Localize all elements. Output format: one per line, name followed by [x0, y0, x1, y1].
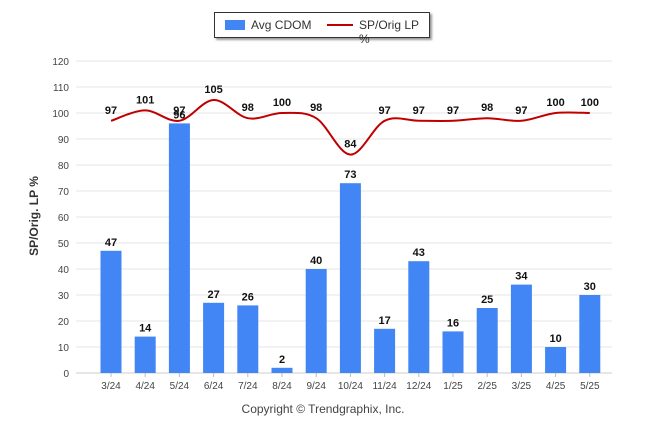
x-tick-label: 5/25 — [580, 381, 600, 392]
y-tick-label: 10 — [58, 343, 70, 354]
bar-value-label: 73 — [344, 169, 356, 181]
bar — [442, 331, 464, 373]
line-value-label: 97 — [413, 105, 425, 117]
line-value-label: 98 — [310, 102, 322, 114]
bar — [476, 308, 498, 373]
bar-data-labels: 47 14 96 27 26 2 40 73 17 43 16 25 34 10 30 — [105, 109, 596, 365]
bar-value-label: 10 — [549, 333, 561, 345]
bar — [510, 284, 532, 373]
copyright-text: Copyright © Trendgraphix, Inc. — [241, 402, 405, 416]
bar-value-label: 47 — [105, 237, 117, 249]
legend-item-bar-series[interactable]: Avg CDOM — [251, 18, 312, 32]
bar — [374, 328, 396, 373]
bar-value-label: 14 — [139, 323, 152, 335]
bar-value-label: 40 — [310, 255, 322, 267]
bar — [271, 367, 293, 373]
x-tick-label: 8/24 — [272, 381, 292, 392]
bar — [305, 269, 327, 373]
line-value-label: 97 — [515, 105, 527, 117]
bar — [339, 183, 361, 373]
bar-value-label: 26 — [242, 291, 254, 303]
line-value-label: 98 — [242, 102, 254, 114]
y-tick-label: 120 — [52, 57, 69, 68]
y-tick-label: 80 — [58, 161, 70, 172]
x-tick-label: 12/24 — [406, 381, 431, 392]
line-value-label: 100 — [581, 97, 599, 109]
bar-value-label: 25 — [481, 294, 493, 306]
y-tick-label: 0 — [63, 369, 69, 380]
bar — [100, 250, 122, 373]
x-tick-label: 3/24 — [101, 381, 121, 392]
y-tick-label: 20 — [58, 317, 70, 328]
line-value-label: 100 — [273, 97, 291, 109]
legend[interactable]: Avg CDOM SP/Orig LP % — [214, 12, 430, 46]
line-value-label: 97 — [173, 105, 185, 117]
bar — [237, 305, 259, 373]
bar-value-label: 17 — [378, 315, 390, 327]
y-tick-label: 50 — [58, 239, 70, 250]
line-value-label: 97 — [378, 105, 390, 117]
y-tick-label: 30 — [58, 291, 70, 302]
bar — [408, 261, 430, 373]
x-tick-label: 6/24 — [204, 381, 224, 392]
x-tick-label: 4/24 — [135, 381, 155, 392]
bar-series — [100, 123, 601, 374]
x-tick-label: 1/25 — [443, 381, 463, 392]
y-tick-label: 90 — [58, 135, 70, 146]
x-tick-label: 10/24 — [338, 381, 363, 392]
bar-value-label: 2 — [279, 354, 285, 366]
line-value-label: 105 — [204, 84, 222, 96]
bar — [134, 336, 156, 373]
legend-line-swatch — [327, 24, 353, 26]
line-value-label: 100 — [546, 97, 564, 109]
x-tick-label: 7/24 — [238, 381, 258, 392]
x-axis-ticks: 3/24 4/24 5/24 6/24 7/24 8/24 9/24 10/24 11/24 12… — [101, 373, 600, 392]
bar-value-label: 96 — [173, 109, 185, 121]
line-value-label: 84 — [344, 139, 357, 151]
y-tick-label: 100 — [52, 109, 69, 120]
x-tick-label: 3/25 — [512, 381, 532, 392]
bar — [579, 295, 601, 373]
x-tick-label: 5/24 — [170, 381, 190, 392]
bar-value-label: 34 — [515, 271, 528, 283]
y-tick-label: 110 — [53, 83, 69, 94]
line-value-label: 97 — [105, 105, 117, 117]
bar-value-label: 16 — [447, 317, 459, 329]
bar-value-label: 43 — [413, 247, 425, 259]
legend-bar-swatch — [225, 20, 245, 30]
y-axis-title: SP/Orig. LP % — [27, 176, 41, 256]
y-tick-label: 60 — [58, 213, 70, 224]
legend-item-line-series[interactable]: SP/Orig LP % — [359, 18, 419, 46]
line-value-label: 98 — [481, 102, 493, 114]
bar — [203, 302, 225, 373]
x-tick-label: 11/24 — [372, 381, 397, 392]
line-value-label: 101 — [136, 94, 154, 106]
line-data-labels: 97 101 97 105 98 100 98 84 97 97 97 98 97 100 100 — [105, 84, 599, 151]
x-tick-label: 4/25 — [546, 381, 566, 392]
x-tick-label: 2/25 — [477, 381, 497, 392]
line-series-path — [110, 98, 590, 156]
y-tick-label: 40 — [58, 265, 70, 276]
y-tick-label: 70 — [58, 187, 70, 198]
x-tick-label: 9/24 — [306, 381, 326, 392]
bar — [545, 347, 567, 373]
bar-value-label: 30 — [584, 281, 596, 293]
bar-value-label: 27 — [207, 289, 219, 301]
y-axis-ticks: 0 10 20 30 40 50 60 70 80 90 100 110 120 — [52, 57, 69, 380]
line-series — [110, 98, 590, 156]
bar — [168, 123, 190, 374]
line-value-label: 97 — [447, 105, 459, 117]
